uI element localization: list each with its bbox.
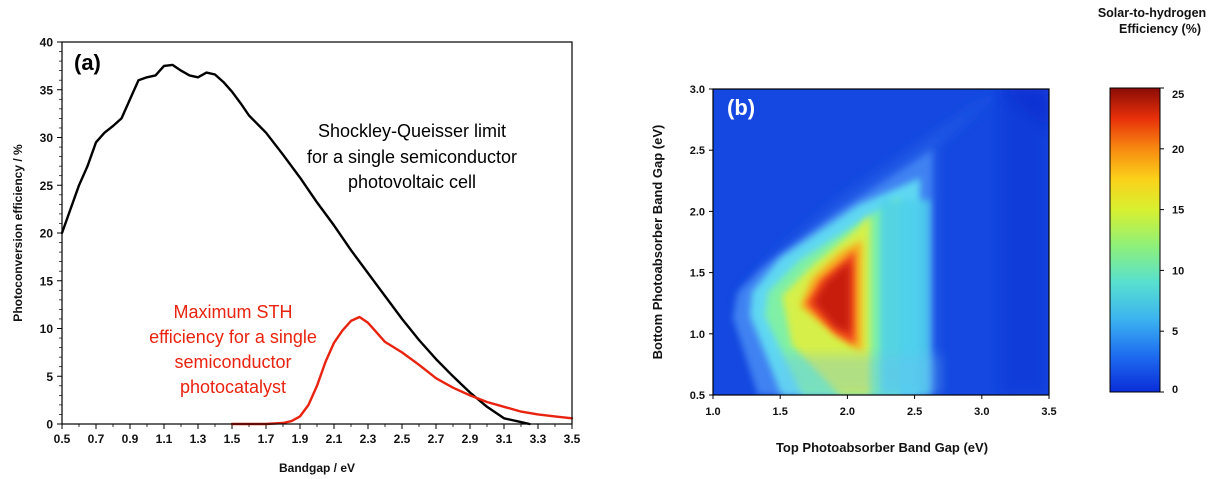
- max-sth-line: [230, 315, 574, 426]
- b-ytick-label-5: 3.0: [690, 84, 705, 96]
- panel-b-frame: [712, 88, 1050, 396]
- a-xtick-label-4: 1.3: [190, 432, 207, 446]
- a-xtick-label-2: 0.9: [122, 432, 139, 446]
- colorbar-tick-label-0: 0: [1172, 384, 1178, 396]
- panel-b-xlabel: Top Photoabsorber Band Gap (eV): [776, 440, 988, 455]
- panel-b-ylabel: Bottom Photoabsorber Band Gap (eV): [650, 125, 665, 360]
- a-xtick-label-9: 2.3: [360, 432, 377, 446]
- panel-a-ticks: 0.5 0.7 0.9 1.1 1.3 1.5 1.7 1.9 2.1 2.3 2.5 2.7 2.9 3…: [40, 36, 581, 447]
- b-xtick-label-0: 1.0: [705, 406, 720, 418]
- a-xtick-label-3: 1.1: [156, 432, 173, 446]
- a-xtick-label-1: 0.7: [88, 432, 105, 446]
- b-ytick-label-1: 1.0: [690, 329, 705, 341]
- colorbar: 0 5 10 15 20 25 Solar-to-hydrogen Efficiency …: [1098, 6, 1206, 396]
- red-annotation-line-3: semiconductor: [174, 352, 291, 372]
- colorbar-ticks: 0 5 10 15 20 25: [1160, 87, 1184, 396]
- b-xtick-label-3: 2.5: [907, 406, 922, 418]
- red-annotation-line-4: photocatalyst: [180, 377, 286, 397]
- a-xtick-label-15: 3.5: [564, 432, 581, 446]
- panel-b-label: (b): [727, 95, 755, 120]
- b-xtick-label-2: 2.0: [840, 406, 855, 418]
- b-ytick-label-0: 0.5: [690, 390, 705, 402]
- a-ytick-label-6: 30: [40, 131, 54, 145]
- a-ytick-label-7: 35: [40, 83, 54, 97]
- a-ytick-label-5: 25: [40, 179, 54, 193]
- a-ytick-label-3: 15: [40, 274, 54, 288]
- red-annotation-line-1: Maximum STH: [173, 302, 292, 322]
- red-annotation: Maximum STH efficiency for a single semi…: [149, 302, 317, 397]
- black-annotation: Shockley-Queisser limit for a single sem…: [307, 121, 517, 192]
- black-annotation-line-2: for a single semiconductor: [307, 147, 517, 167]
- a-xtick-label-12: 2.9: [462, 432, 479, 446]
- black-annotation-line-1: Shockley-Queisser limit: [318, 121, 506, 141]
- a-xtick-label-13: 3.1: [496, 432, 513, 446]
- panel-a-label: (a): [74, 50, 101, 75]
- colorbar-tick-label-5: 25: [1172, 89, 1184, 101]
- b-xtick-label-1: 1.5: [773, 406, 788, 418]
- a-xtick-label-0: 0.5: [54, 432, 71, 446]
- panel-a-series: [60, 63, 574, 426]
- heatmap-peak: [814, 262, 850, 334]
- a-ytick-label-1: 5: [46, 370, 53, 384]
- panel-a: 0.5 0.7 0.9 1.1 1.3 1.5 1.7 1.9 2.1 2.3 2.5 2.7 2.9 3…: [11, 36, 581, 476]
- a-xtick-label-5: 1.5: [224, 432, 241, 446]
- a-xtick-label-11: 2.7: [428, 432, 445, 446]
- panel-a-xlabel: Bandgap / eV: [279, 461, 355, 475]
- b-xtick-label-4: 3.0: [974, 406, 989, 418]
- colorbar-tick-label-1: 5: [1172, 326, 1178, 338]
- a-xtick-label-6: 1.7: [258, 432, 275, 446]
- colorbar-tick-label-4: 20: [1172, 144, 1184, 156]
- panel-b-ticks: 1.0 1.5 2.0 2.5 3.0 3.50.51.01.52.02.53.0: [690, 84, 1057, 418]
- heatmap: [713, 89, 1049, 395]
- a-xtick-label-7: 1.9: [292, 432, 309, 446]
- panel-a-frame: [61, 41, 573, 425]
- red-annotation-line-2: efficiency for a single: [149, 327, 317, 347]
- panel-a-ylabel: Photoconversion efficiency / %: [11, 144, 25, 322]
- a-ytick-label-0: 0: [46, 418, 53, 432]
- b-ytick-label-4: 2.5: [690, 145, 705, 157]
- heatmap-low-band: [780, 355, 940, 395]
- colorbar-tick-label-2: 10: [1172, 265, 1184, 277]
- heatmap-right-band: [1000, 89, 1049, 395]
- colorbar-title-line-2: Efficiency (%): [1119, 22, 1201, 36]
- panel-b: 1.0 1.5 2.0 2.5 3.0 3.50.51.01.52.02.53.0 (b)…: [650, 6, 1206, 455]
- black-annotation-line-3: photovoltaic cell: [348, 172, 476, 192]
- colorbar-gradient: [1109, 87, 1161, 393]
- a-xtick-label-8: 2.1: [326, 432, 343, 446]
- shockley-queisser-line: [60, 63, 531, 426]
- a-ytick-label-4: 20: [40, 227, 54, 241]
- a-xtick-label-10: 2.5: [394, 432, 411, 446]
- b-ytick-label-2: 1.5: [690, 268, 705, 280]
- a-ytick-label-2: 10: [40, 322, 54, 336]
- colorbar-tick-label-3: 15: [1172, 205, 1184, 217]
- a-ytick-label-8: 40: [40, 36, 54, 50]
- colorbar-title-line-1: Solar-to-hydrogen: [1098, 6, 1206, 20]
- b-ytick-label-3: 2.0: [690, 206, 705, 218]
- a-xtick-label-14: 3.3: [530, 432, 547, 446]
- b-xtick-label-5: 3.5: [1041, 406, 1056, 418]
